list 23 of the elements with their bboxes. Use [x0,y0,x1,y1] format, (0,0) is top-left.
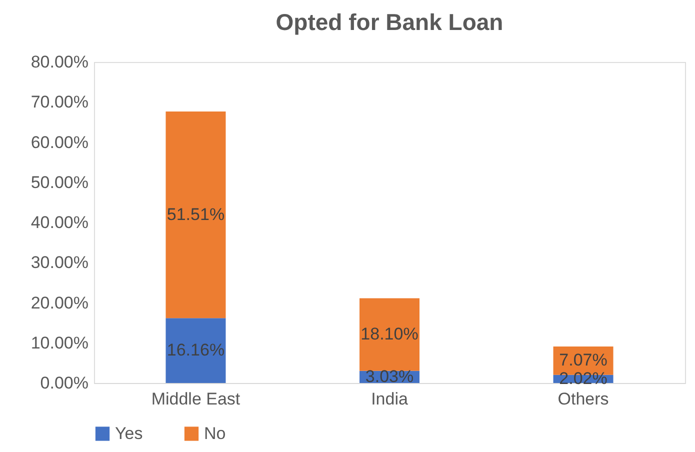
chart-title: Opted for Bank Loan [276,9,504,35]
legend-label: No [204,424,226,443]
y-tick-label: 50.00% [30,172,88,192]
y-tick-label: 80.00% [30,52,88,72]
data-label: 7.07% [559,350,608,370]
x-tick-label: India [371,390,408,408]
y-tick-label: 0.00% [40,374,88,392]
bar [166,318,226,383]
y-tick-label: 20.00% [30,293,88,312]
x-tick-label: Middle East [151,390,240,408]
bar [166,111,226,318]
y-tick-label: 30.00% [30,253,88,272]
data-label: 18.10% [360,324,418,344]
y-tick-label: 10.00% [30,333,88,352]
y-tick-label: 70.00% [30,92,88,112]
data-label: 51.51% [166,204,225,224]
data-label: 3.03% [365,366,414,386]
bar [360,298,420,371]
y-tick-label: 60.00% [30,132,88,152]
data-label: 16.16% [166,340,225,360]
legend-label: Yes [115,424,143,443]
x-tick-label: Others [558,390,609,408]
y-tick-label: 40.00% [30,213,88,232]
